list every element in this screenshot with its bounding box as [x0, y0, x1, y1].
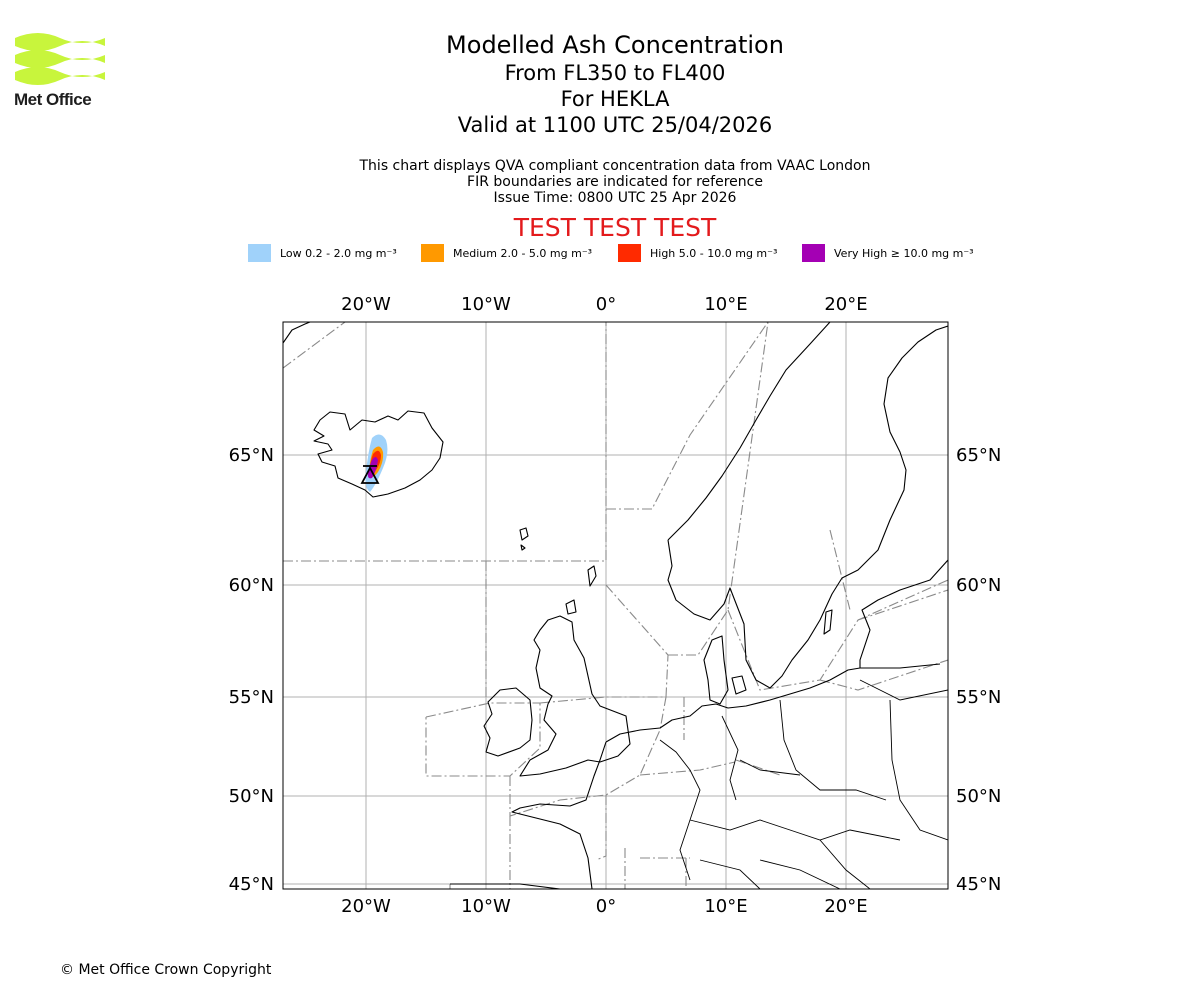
lat-ticks-left: 65°N 60°N 55°N 50°N 45°N — [229, 445, 274, 895]
legend-label-low: Low 0.2 - 2.0 mg m⁻³ — [280, 246, 397, 260]
map-frame — [282, 321, 949, 890]
flight-levels: From FL350 to FL400 — [504, 61, 726, 85]
legend-swatch-low — [248, 244, 271, 262]
legend-label-very-high: Very High ≥ 10.0 mg m⁻³ — [834, 246, 974, 260]
legend-item-very-high: Very High ≥ 10.0 mg m⁻³ — [802, 244, 974, 262]
lat-tick-right: 65°N — [956, 445, 1001, 466]
chart-title: Modelled Ash Concentration — [446, 31, 784, 59]
issue-time: Issue Time: 0800 UTC 25 Apr 2026 — [493, 190, 737, 206]
chart-title-block: Modelled Ash Concentration From FL350 to… — [315, 30, 915, 138]
legend-swatch-medium — [421, 244, 444, 262]
lon-ticks-bottom: 20°W 10°W 0° 10°E 20°E — [341, 896, 867, 917]
valid-time: Valid at 1100 UTC 25/04/2026 — [457, 113, 773, 137]
legend-swatch-very-high — [802, 244, 825, 262]
logo-text: Met Office — [14, 90, 92, 109]
lat-ticks-right: 65°N 60°N 55°N 50°N 45°N — [956, 445, 1001, 895]
lon-tick-top: 10°E — [704, 294, 747, 315]
lon-tick-bottom: 0° — [596, 896, 616, 917]
lat-tick-left: 65°N — [229, 445, 274, 466]
country-borders — [659, 679, 948, 889]
fir-note: FIR boundaries are indicated for referen… — [467, 174, 763, 190]
lat-tick-left: 60°N — [229, 575, 274, 596]
lat-tick-right: 55°N — [956, 687, 1001, 708]
lat-tick-left: 50°N — [229, 786, 274, 807]
legend-label-medium: Medium 2.0 - 5.0 mg m⁻³ — [453, 246, 593, 260]
map-content — [283, 322, 948, 889]
lon-ticks-top: 20°W 10°W 0° 10°E 20°E — [341, 294, 867, 315]
met-office-logo: Met Office — [14, 30, 106, 110]
qva-note: This chart displays QVA compliant concen… — [359, 158, 871, 174]
legend-label-high: High 5.0 - 10.0 mg m⁻³ — [650, 246, 778, 260]
lon-tick-top: 20°W — [341, 294, 391, 315]
lat-tick-left: 45°N — [229, 874, 274, 895]
lon-tick-top: 10°W — [461, 294, 511, 315]
lon-tick-top: 0° — [596, 294, 616, 315]
legend-item-low: Low 0.2 - 2.0 mg m⁻³ — [248, 244, 397, 262]
chart-notes: This chart displays QVA compliant concen… — [315, 158, 915, 206]
lon-tick-bottom: 20°E — [824, 896, 867, 917]
lon-tick-top: 20°E — [824, 294, 867, 315]
coastlines — [283, 322, 948, 889]
legend-item-high: High 5.0 - 10.0 mg m⁻³ — [618, 244, 777, 262]
lon-tick-bottom: 20°W — [341, 896, 391, 917]
legend: Low 0.2 - 2.0 mg m⁻³ Medium 2.0 - 5.0 mg… — [0, 244, 1200, 264]
met-office-waves-icon — [15, 33, 105, 85]
lat-tick-right: 45°N — [956, 874, 1001, 895]
lat-tick-left: 55°N — [229, 687, 274, 708]
volcano-marker-icon — [360, 465, 380, 484]
legend-item-medium: Medium 2.0 - 5.0 mg m⁻³ — [421, 244, 592, 262]
lon-tick-bottom: 10°W — [461, 896, 511, 917]
ash-cloud — [365, 434, 388, 492]
lon-tick-bottom: 10°E — [704, 896, 747, 917]
legend-swatch-high — [618, 244, 641, 262]
lat-tick-right: 60°N — [956, 575, 1001, 596]
test-banner: TEST TEST TEST — [513, 213, 717, 242]
lat-tick-right: 50°N — [956, 786, 1001, 807]
graticule — [283, 322, 948, 889]
volcano-title: For HEKLA — [560, 87, 670, 111]
fir-boundaries — [283, 322, 948, 889]
copyright-notice: © Met Office Crown Copyright — [60, 962, 272, 978]
